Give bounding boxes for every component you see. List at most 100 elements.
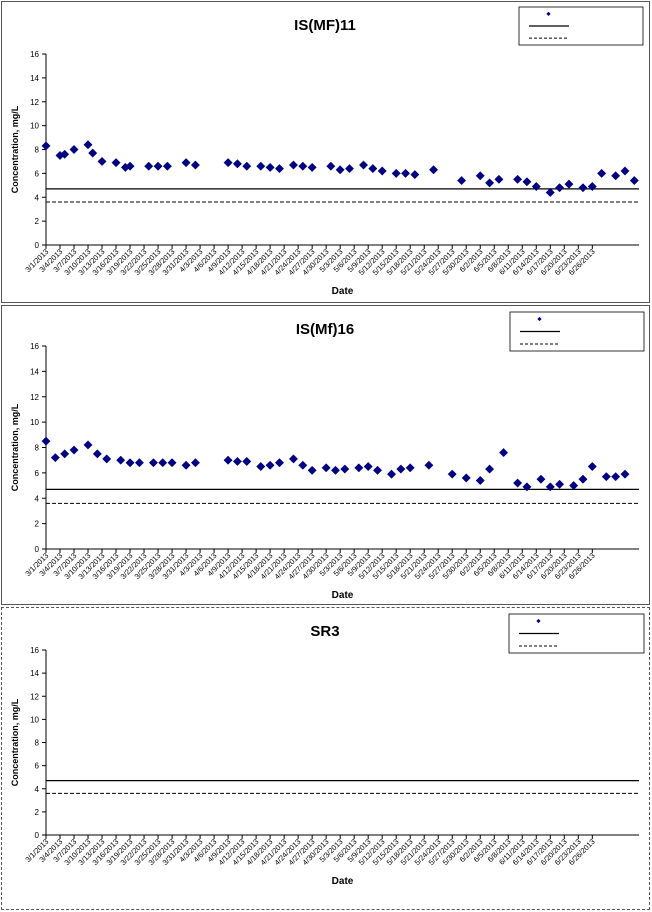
data-point — [69, 144, 79, 155]
data-point — [50, 453, 60, 463]
y-tick-label: 2 — [35, 520, 40, 529]
data-point — [611, 171, 621, 181]
data-point — [265, 460, 275, 470]
y-tick-label: 16 — [30, 646, 39, 655]
chart-2-svg: IS(Mf)16 0 2 4 6 8 10 12 14 16 Concentration, mg/L… — [10, 311, 645, 601]
data-point — [629, 175, 639, 186]
legend-box — [508, 613, 645, 654]
data-point — [475, 475, 485, 486]
data-point — [620, 469, 630, 479]
data-point — [620, 166, 630, 176]
data-point — [410, 170, 420, 180]
data-point — [158, 458, 168, 468]
data-point — [396, 464, 406, 474]
data-point — [344, 164, 355, 174]
y-tick-label: 6 — [35, 469, 40, 478]
x-axis-label: Date — [332, 286, 354, 297]
data-point — [494, 174, 504, 184]
y-tick-label: 2 — [35, 217, 40, 226]
x-axis-label: Date — [332, 876, 354, 887]
data-point — [545, 187, 555, 198]
data-point — [555, 183, 565, 193]
data-point — [447, 469, 457, 479]
y-tick-label: 12 — [30, 692, 39, 701]
data-point — [60, 449, 70, 459]
data-point — [611, 472, 621, 482]
data-point — [102, 454, 112, 464]
chart-title: IS(MF)11 — [294, 17, 356, 34]
y-tick-label: 14 — [30, 367, 39, 376]
data-point — [531, 181, 541, 192]
y-axis-label: Concentration, mg/L — [10, 403, 20, 491]
chart-title: IS(Mf)16 — [296, 321, 354, 338]
data-point — [288, 454, 299, 464]
data-point — [597, 168, 607, 178]
data-point — [298, 460, 308, 470]
data-point — [288, 160, 299, 170]
data-point — [522, 482, 532, 492]
data-point — [400, 168, 411, 178]
data-point — [569, 481, 579, 491]
x-axis-label: Date — [332, 590, 354, 601]
data-point — [83, 140, 93, 150]
y-tick-label: 10 — [30, 122, 39, 131]
data-point — [368, 164, 378, 174]
data-point — [321, 463, 331, 473]
chart-panel-2: IS(Mf)16 0 2 4 6 8 10 12 14 16 Concentration, mg/L… — [1, 305, 650, 605]
data-point — [167, 458, 177, 468]
data-point — [97, 156, 107, 166]
data-point — [88, 148, 98, 158]
data-point — [232, 159, 242, 169]
y-tick-label: 16 — [30, 342, 39, 351]
data-point — [587, 181, 597, 192]
data-point — [578, 474, 588, 484]
data-point — [485, 464, 495, 474]
data-point — [125, 458, 135, 468]
data-point — [601, 472, 611, 482]
y-tick-label: 4 — [35, 193, 40, 202]
y-tick-label: 4 — [35, 494, 40, 503]
data-point — [242, 161, 252, 171]
y-tick-label: 0 — [35, 831, 40, 840]
data-point — [232, 456, 242, 467]
data-point — [148, 458, 158, 468]
chart-title: SR3 — [310, 623, 339, 640]
data-point — [307, 162, 317, 172]
data-point — [307, 465, 317, 475]
data-point — [298, 161, 308, 171]
y-axis-label: Concentration, mg/L — [10, 105, 20, 193]
y-tick-label: 6 — [35, 169, 40, 178]
data-point — [545, 482, 555, 492]
data-point — [144, 161, 154, 171]
y-tick-label: 14 — [30, 669, 39, 678]
y-tick-label: 6 — [35, 762, 40, 771]
data-point — [564, 179, 574, 189]
data-point — [513, 478, 523, 488]
data-point — [335, 165, 345, 175]
y-tick-label: 12 — [30, 98, 39, 107]
data-point — [405, 463, 415, 473]
data-point — [60, 149, 70, 159]
data-point — [242, 456, 252, 467]
data-point — [111, 158, 121, 168]
data-point — [134, 458, 144, 468]
data-point — [265, 162, 275, 172]
data-point — [457, 175, 467, 186]
data-point — [256, 161, 266, 171]
y-tick-label: 2 — [35, 808, 40, 817]
data-point — [256, 461, 266, 472]
data-point — [92, 449, 102, 459]
data-point — [116, 455, 126, 465]
data-point — [274, 164, 285, 174]
data-point — [354, 463, 364, 473]
data-point — [522, 177, 532, 187]
y-axis-label: Concentration, mg/L — [10, 698, 20, 786]
data-point — [162, 161, 172, 171]
data-point — [391, 168, 401, 178]
chart-panel-1: IS(MF)11 0 2 4 6 8 10 12 14 16 Concentration, mg/L… — [1, 1, 650, 303]
data-point — [223, 158, 233, 168]
data-point — [578, 183, 588, 193]
data-point — [41, 436, 51, 446]
